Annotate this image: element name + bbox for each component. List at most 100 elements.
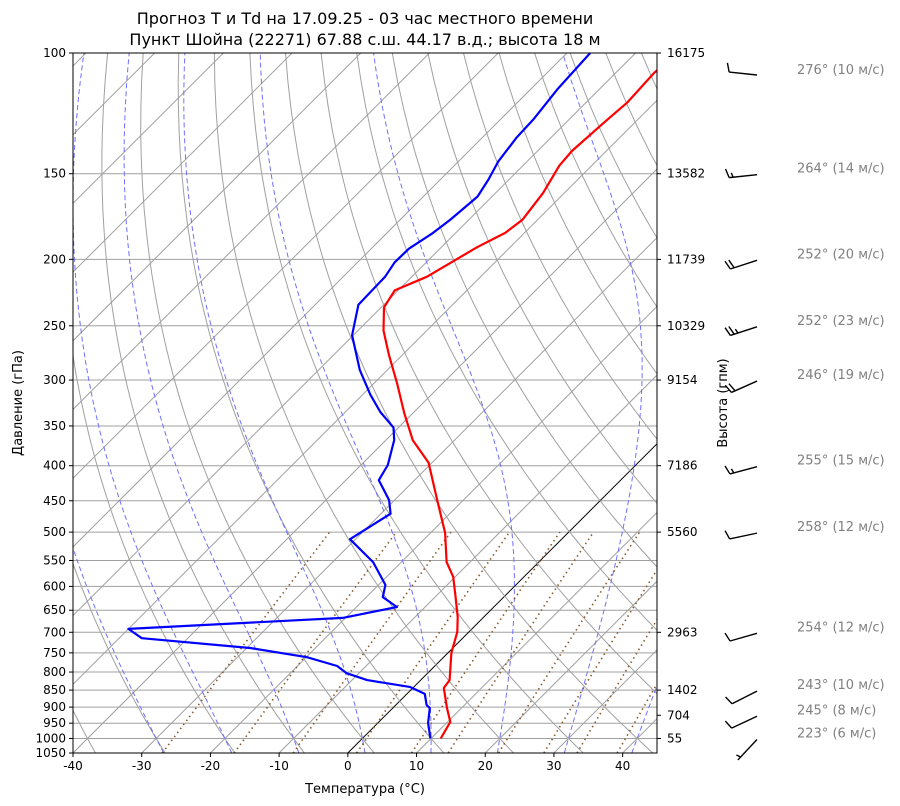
y-tick-label: 100 [43, 46, 66, 60]
x-tick-label: -30 [132, 759, 152, 773]
isotherm-line [73, 53, 224, 205]
wind-barb-tick [728, 383, 736, 392]
wind-barb: 255° (15 м/с) [724, 454, 885, 475]
wind-barb-tick [726, 62, 730, 73]
y-tick-label: 700 [43, 625, 66, 639]
height-axis: 16175 13582 11739 10329 9154 7186 5560 2963 1402… [657, 46, 705, 745]
x-tick-label: 20 [478, 759, 493, 773]
y-tick-label: 850 [43, 683, 66, 697]
dry-adiabat-line [285, 53, 654, 753]
moist-adiabat-line [259, 53, 432, 753]
dry-adiabat-line [427, 53, 657, 505]
moist-adiabat-line [373, 53, 515, 753]
dewpoint-curve [127, 53, 592, 739]
profile-curves [127, 53, 657, 740]
wind-barb: 264° (14 м/с) [724, 162, 885, 179]
height-tick-label: 5560 [667, 525, 698, 539]
height-axis-label: Высота (гпм) [716, 358, 731, 447]
wind-barb: 258° (12 м/с) [724, 520, 885, 540]
x-tick-label: -10 [269, 759, 289, 773]
isotherm-line [622, 717, 657, 753]
wind-barb: 223° (6 м/с) [736, 726, 876, 761]
y-tick-label: 1050 [35, 746, 66, 760]
dry-adiabat-line [140, 53, 375, 753]
moist-adiabat-line [562, 53, 643, 753]
height-tick-label: 1402 [667, 683, 698, 697]
wind-barb: 246° (19 м/с) [724, 368, 885, 394]
x-tick-label: -40 [63, 759, 83, 773]
wind-barb-tick [728, 326, 735, 335]
x-tick-label: 0 [344, 759, 352, 773]
dry-adiabat-line [713, 53, 900, 753]
height-tick-label: 7186 [667, 459, 698, 473]
dry-adiabat-line [391, 53, 657, 568]
wind-barb-shaft [730, 326, 758, 337]
y-tick-label: 900 [43, 700, 66, 714]
wind-barb-shaft [730, 259, 758, 270]
moist-adiabat-line [631, 684, 657, 753]
wind-label: 254° (12 м/с) [797, 620, 885, 635]
wind-barb-shaft [731, 715, 758, 729]
mixing-ratio-line [447, 531, 595, 753]
mixing-ratio-line [497, 531, 641, 753]
wind-barb: 254° (12 м/с) [724, 620, 885, 642]
mixing-ratio-line [356, 531, 511, 753]
isotherm-line [141, 236, 657, 753]
wind-barb-tick [730, 468, 735, 474]
x-axis: -40 -30 -20 -10 0 10 20 30 40 [63, 753, 630, 773]
height-tick-label: 10329 [667, 319, 705, 333]
wind-barbs: 276° (10 м/с) 264° (14 м/с) 252° (20 м/с) 2… [724, 62, 885, 761]
wind-label: 243° (10 м/с) [797, 678, 885, 693]
mixing-ratio-line [576, 618, 657, 753]
wind-barb: 252° (20 м/с) [724, 247, 885, 270]
chart-title-line2: Пункт Шойна (22271) 67.88 с.ш. 44.17 в.д… [129, 30, 600, 49]
x-tick-label: 30 [546, 759, 561, 773]
dry-adiabat-line [177, 53, 445, 753]
wind-label: 255° (15 м/с) [797, 454, 885, 469]
y-tick-label: 750 [43, 646, 66, 660]
dry-adiabat-line [320, 53, 657, 695]
y-axis-label: Давление (гПа) [11, 350, 26, 456]
isotherm-line [73, 53, 636, 617]
height-tick-label: 55 [667, 731, 682, 745]
wind-barb-tick [724, 327, 731, 336]
wind-label: 258° (12 м/с) [797, 520, 885, 535]
dry-adiabat-line [356, 53, 657, 631]
moist-adiabat-line [123, 53, 300, 753]
wind-barb-tick [736, 754, 741, 758]
dry-adiabat-line [213, 53, 514, 753]
mixing-ratio-line [292, 531, 452, 753]
y-tick-label: 400 [43, 459, 66, 473]
wind-barb-shaft [737, 738, 758, 761]
wind-barb-shaft [729, 71, 758, 76]
wind-barb: 276° (10 м/с) [726, 62, 885, 78]
wind-barb-tick [730, 172, 734, 178]
height-tick-label: 9154 [667, 373, 698, 387]
wind-barb-tick [734, 328, 739, 334]
zero-isotherm-line [347, 443, 657, 753]
wind-barb-shaft [729, 532, 758, 540]
dry-adiabat-line [73, 352, 236, 753]
wind-barb-shaft [731, 380, 758, 394]
wind-barb: 245° (8 м/с) [724, 703, 876, 729]
wind-barb-tick [725, 696, 733, 705]
temperature-curve [382, 68, 657, 740]
isotherm-line [73, 53, 362, 342]
moist-adiabat-line [183, 53, 366, 753]
wind-barb-tick [724, 465, 731, 475]
y-tick-label: 600 [43, 579, 66, 593]
height-tick-label: 704 [667, 708, 690, 722]
isotherm-line [416, 511, 657, 753]
wind-barb-shaft [729, 174, 758, 179]
wind-barb-tick [724, 260, 731, 270]
dry-adiabat-line [819, 53, 900, 753]
wind-label: 252° (23 м/с) [797, 314, 885, 329]
wind-barb-tick [728, 259, 735, 269]
chart-title-line1: Прогноз T и Td на 17.09.25 - 03 час мест… [137, 9, 593, 28]
dry-adiabat-line [101, 53, 305, 753]
wind-label: 223° (6 м/с) [797, 726, 876, 741]
wind-barb: 243° (10 м/с) [725, 678, 885, 705]
wind-label: 245° (8 м/с) [797, 703, 876, 718]
y-axis: 100 150 200 250 300 350 400 450 500 550 600 650 700 7… [35, 46, 73, 760]
